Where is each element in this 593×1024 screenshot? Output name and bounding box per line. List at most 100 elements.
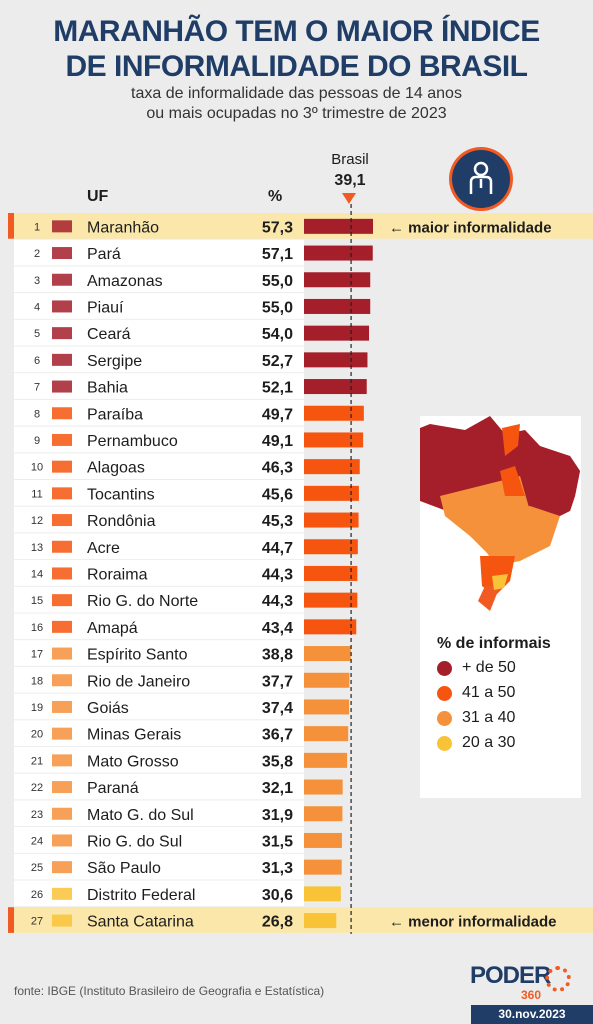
bar (304, 592, 358, 608)
state-name: Espírito Santo (87, 647, 188, 664)
legend-dot (437, 660, 452, 676)
state-flag-icon (52, 700, 72, 713)
rank-label: 14 (31, 568, 43, 580)
state-name: Maranhão (87, 219, 159, 236)
rank-label: 24 (31, 835, 43, 847)
rank-label: 26 (31, 889, 43, 901)
legend-item-41-50: 41 a 50 (437, 683, 515, 703)
value-label: 46,3 (262, 460, 293, 477)
bar (304, 485, 359, 501)
state-name: Rio G. do Sul (87, 833, 182, 850)
highlight-row (14, 213, 593, 239)
state-flag-icon (52, 433, 72, 446)
state-flag-icon (52, 407, 72, 420)
state-flag-icon (52, 674, 72, 687)
bar (304, 806, 343, 822)
rank-label: 7 (34, 382, 40, 394)
state-flag-icon (52, 834, 72, 847)
chart-subtitle: taxa de informalidade das pessoas de 14 … (0, 84, 593, 124)
state-flag-icon (52, 807, 72, 820)
legend-label: + de 50 (462, 659, 516, 676)
legend-dot (437, 735, 452, 751)
brazil-map-icon (370, 416, 580, 611)
rank-label: 10 (31, 462, 43, 474)
state-flag-icon (52, 887, 72, 900)
state-flag-icon (52, 353, 72, 366)
rank-label: 21 (31, 755, 43, 767)
value-label: 37,4 (262, 700, 293, 717)
legend-label: 41 a 50 (462, 684, 516, 701)
state-name: Pernambuco (87, 433, 178, 450)
state-flag-icon (52, 380, 72, 393)
highlight-marker (8, 907, 14, 933)
state-flag-icon (52, 861, 72, 874)
state-flag-icon (52, 273, 72, 286)
value-label: 55,0 (262, 299, 293, 316)
sun-logo-icon (545, 966, 571, 992)
state-flag-icon (52, 514, 72, 527)
bar (304, 672, 350, 688)
state-name: Paraíba (87, 406, 143, 423)
state-flag-icon (52, 781, 72, 794)
value-label: 52,1 (262, 380, 293, 397)
state-flag-icon (52, 487, 72, 500)
value-label: 31,3 (262, 860, 293, 877)
state-name: Ceará (87, 326, 131, 343)
state-name: Amapá (87, 620, 138, 637)
column-header-pct: % (268, 188, 283, 205)
rank-label: 15 (31, 595, 43, 607)
state-flag-icon (52, 220, 72, 233)
bar (304, 245, 373, 261)
max-annotation: ← maior informalidade (389, 219, 552, 236)
subtitle-line-2: ou mais ocupadas no 3º trimestre de 2023 (146, 105, 447, 122)
rank-label: 27 (31, 916, 43, 928)
brasil-reference-value: 39,1 (334, 172, 366, 189)
state-name: Rio de Janeiro (87, 673, 190, 690)
publication-date: 30.nov.2023 (471, 1005, 593, 1024)
value-label: 38,8 (262, 647, 293, 664)
rank-label: 4 (34, 301, 40, 313)
value-label: 45,6 (262, 486, 293, 503)
state-name: Sergipe (87, 353, 142, 370)
bar (304, 619, 357, 635)
legend-item-31-40: 31 a 40 (437, 708, 515, 728)
state-name: Piauí (87, 299, 124, 316)
rank-label: 25 (31, 862, 43, 874)
column-header-uf: UF (87, 188, 109, 205)
state-flag-icon (52, 567, 72, 580)
state-name: Paraná (87, 780, 139, 797)
legend-dot (437, 685, 452, 701)
rank-label: 12 (31, 515, 43, 527)
bar (304, 913, 337, 929)
bar (304, 352, 368, 368)
rank-label: 18 (31, 675, 43, 687)
title-line-1: MARANHÃO TEM O MAIOR ÍNDICE (53, 15, 540, 48)
value-label: 44,3 (262, 593, 293, 610)
brasil-marker-icon (342, 193, 356, 204)
rank-label: 17 (31, 649, 43, 661)
value-label: 54,0 (262, 326, 293, 343)
bar (304, 218, 373, 234)
rank-label: 20 (31, 729, 43, 741)
state-flag-icon (52, 754, 72, 767)
state-name: Goiás (87, 700, 129, 717)
legend-label: 31 a 40 (462, 709, 516, 726)
bar (304, 325, 370, 341)
rank-label: 6 (34, 355, 40, 367)
legend-item-20-30: 20 a 30 (437, 733, 515, 753)
value-label: 26,8 (262, 914, 293, 931)
state-flag-icon (52, 327, 72, 340)
bar (304, 405, 364, 421)
bar (304, 539, 358, 555)
value-label: 45,3 (262, 513, 293, 530)
value-label: 35,8 (262, 753, 293, 770)
legend-label: 20 a 30 (462, 734, 516, 751)
legend-dot (437, 710, 452, 726)
value-label: 49,7 (262, 406, 293, 423)
rank-label: 3 (34, 275, 40, 287)
state-flag-icon (52, 247, 72, 260)
worker-icon (452, 150, 510, 208)
rank-label: 11 (31, 488, 42, 500)
value-label: 44,3 (262, 566, 293, 583)
